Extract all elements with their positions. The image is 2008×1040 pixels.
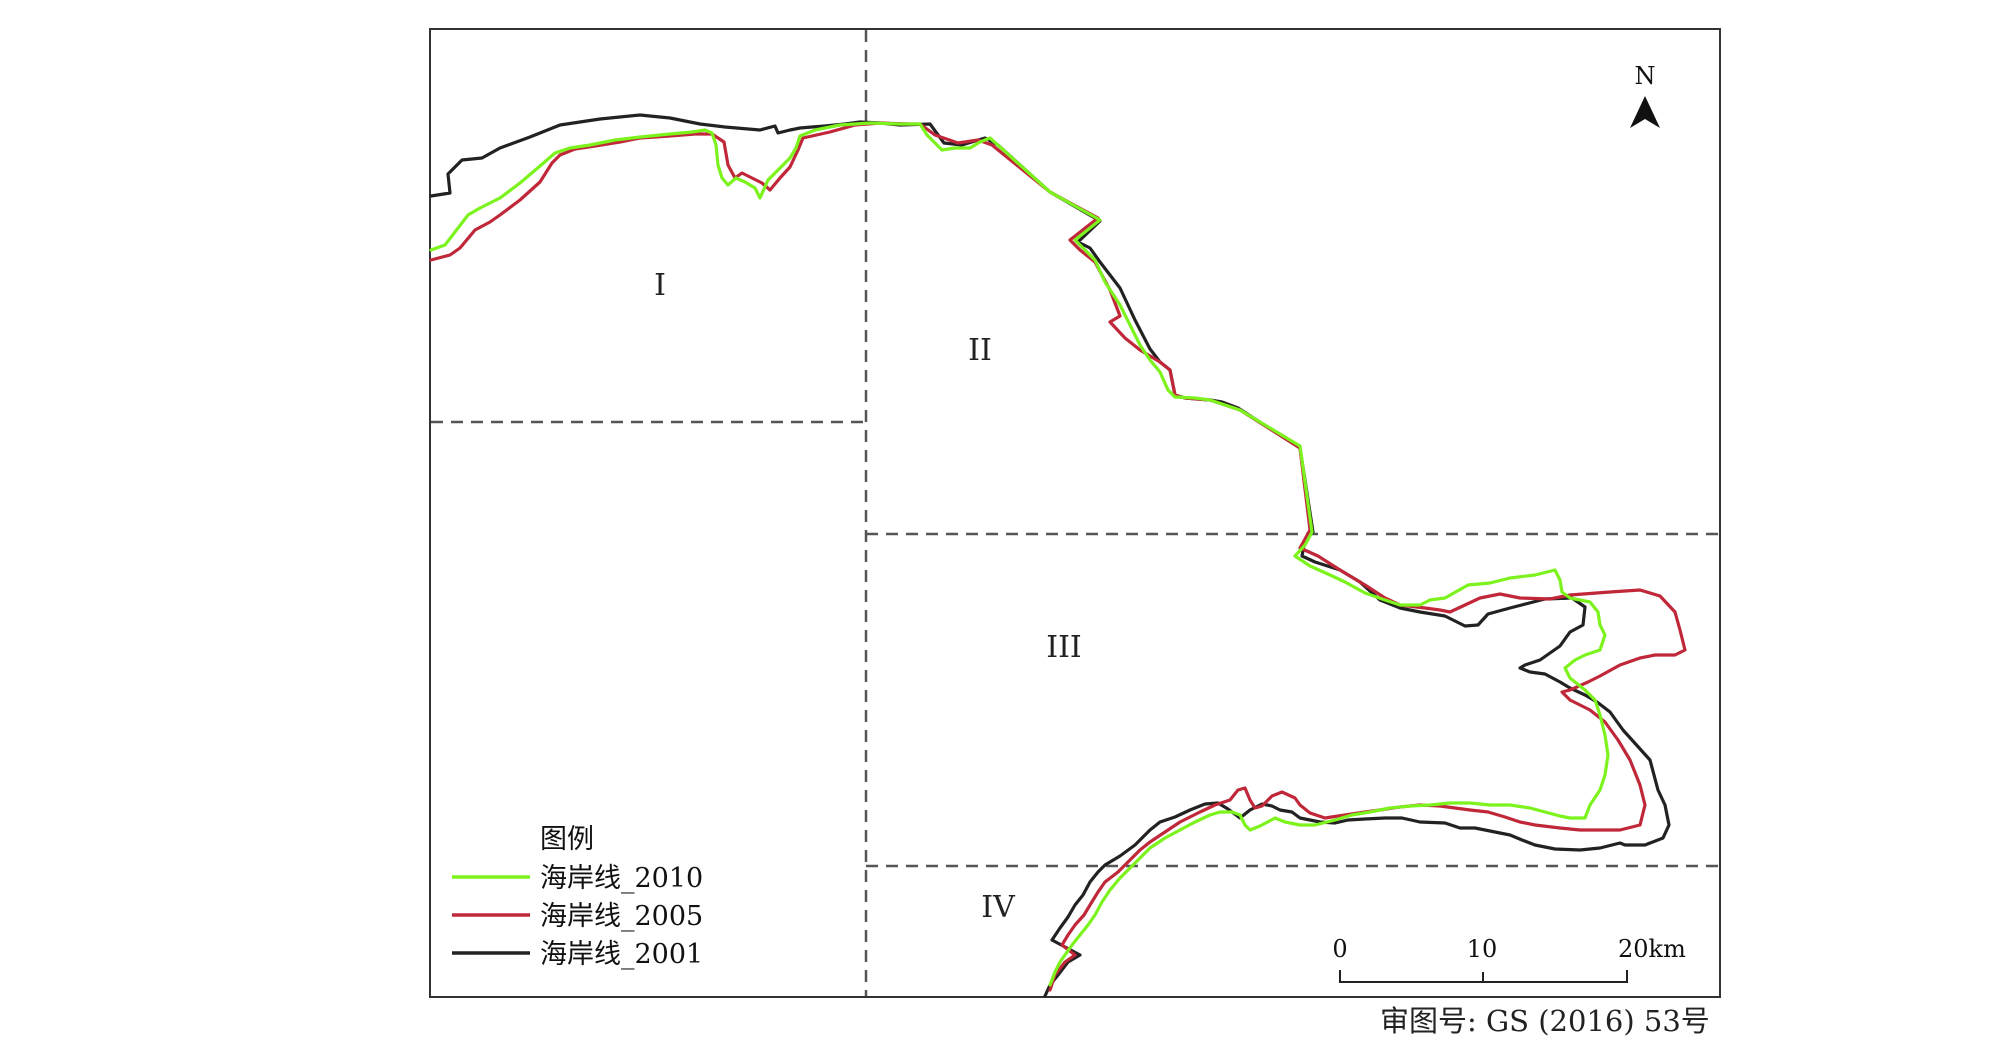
coastline-2010 <box>429 121 1610 987</box>
region-label-i: I <box>654 268 666 303</box>
region-label-iii: III <box>1046 630 1082 665</box>
scale-bar: 0 10 20km <box>1332 935 1686 983</box>
legend-title: 图例 <box>540 824 594 855</box>
coastlines <box>429 113 1687 998</box>
region-label-iv: IV <box>981 890 1016 925</box>
region-label-ii: II <box>968 333 992 368</box>
north-label: N <box>1635 62 1656 90</box>
north-arrow-icon: N <box>1630 62 1660 128</box>
legend-label-2001: 海岸线_2001 <box>540 939 703 970</box>
legend-label-2005: 海岸线_2005 <box>540 901 703 932</box>
north-arrow-shape <box>1630 96 1660 128</box>
region-dividers <box>431 30 1719 996</box>
region-labels: I II III IV <box>654 268 1082 925</box>
scale-bar-line <box>1339 970 1628 983</box>
scale-tick-label-0: 0 <box>1332 935 1347 963</box>
legend: 图例 海岸线_2010 海岸线_2005 海岸线_2001 <box>452 824 703 970</box>
map-frame <box>429 28 1721 998</box>
map-approval-number: 审图号: GS (2016) 53号 <box>1380 1004 1710 1038</box>
legend-label-2010: 海岸线_2010 <box>540 863 703 894</box>
scale-tick-label-10: 10 <box>1467 935 1498 963</box>
scale-tick-label-20: 20km <box>1618 935 1686 963</box>
coastline-2005 <box>429 121 1687 992</box>
